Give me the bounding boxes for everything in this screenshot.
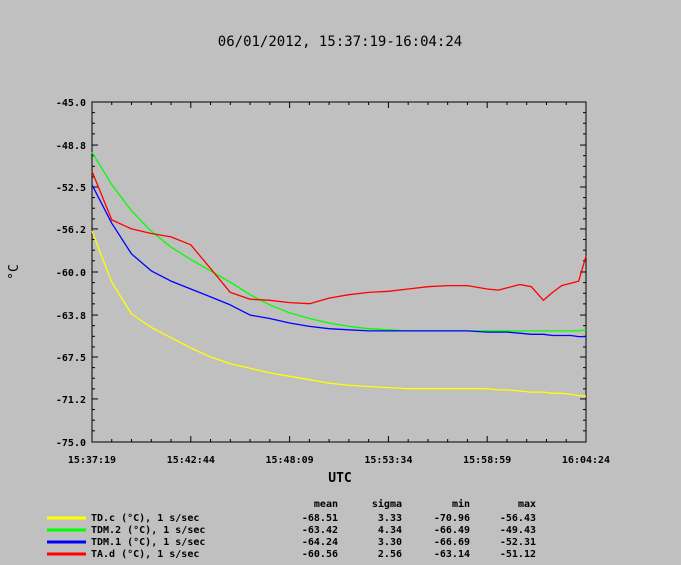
x-tick-label: 16:04:24 — [562, 455, 610, 466]
x-tick-label: 15:53:34 — [364, 455, 412, 466]
legend-max-value: -49.43 — [500, 525, 536, 536]
y-tick-label: -52.5 — [56, 183, 86, 194]
tick-labels-group: -45.0 -48.8 -52.5 -56.2 -60.0 -63.8 -67.5 -71.2… — [56, 98, 610, 466]
legend-sigma-value: 3.33 — [378, 513, 402, 524]
y-tick-label: -56.2 — [56, 225, 86, 236]
legend-max-value: -56.43 — [500, 513, 536, 524]
legend-header-max: max — [518, 499, 536, 510]
legend-min-value: -63.14 — [434, 549, 470, 560]
series-line-1 — [91, 151, 587, 332]
x-tick-label: 15:58:59 — [463, 455, 511, 466]
series-group — [91, 151, 587, 397]
series-line-3 — [91, 171, 587, 305]
y-tick-label: -63.8 — [56, 311, 86, 322]
legend-series-name: TD.c (°C), 1 s/sec — [91, 513, 199, 524]
legend-mean-value: -64.24 — [302, 537, 338, 548]
legend-mean-value: -60.56 — [302, 549, 338, 560]
legend-mean-value: -63.42 — [302, 525, 338, 536]
plot-frame — [91, 101, 587, 443]
y-tick-label: -71.2 — [56, 395, 86, 406]
x-tick-label: 15:42:44 — [167, 455, 215, 466]
series-line-0 — [91, 230, 587, 397]
y-axis-label: °C — [7, 264, 22, 280]
legend-series-name: TDM.2 (°C), 1 s/sec — [91, 525, 205, 536]
legend-header-sigma: sigma — [372, 498, 402, 510]
legend-mean-value: -68.51 — [302, 513, 338, 524]
legend-min-value: -66.49 — [434, 525, 470, 536]
legend-max-value: -51.12 — [500, 549, 536, 560]
y-tick-label: -45.0 — [56, 98, 86, 109]
chart-title: 06/01/2012, 15:37:19-16:04:24 — [218, 34, 462, 50]
series-line-2 — [91, 184, 586, 338]
legend: mean sigma min max TD.c (°C), 1 s/sec -68.51 3… — [47, 498, 536, 560]
legend-sigma-value: 3.30 — [378, 537, 402, 548]
x-tick-label: 15:37:19 — [68, 455, 116, 466]
ticks-group — [91, 101, 587, 443]
legend-sigma-value: 2.56 — [378, 549, 402, 560]
legend-series-name: TDM.1 (°C), 1 s/sec — [91, 537, 205, 548]
legend-min-value: -70.96 — [434, 513, 470, 524]
legend-header-mean: mean — [314, 499, 338, 510]
legend-header-min: min — [452, 498, 470, 510]
legend-sigma-value: 4.34 — [378, 525, 402, 536]
legend-min-value: -66.69 — [434, 537, 470, 548]
legend-max-value: -52.31 — [500, 537, 536, 548]
y-tick-label: -75.0 — [56, 438, 86, 449]
y-tick-label: -48.8 — [56, 141, 86, 152]
y-tick-label: -60.0 — [56, 268, 86, 279]
x-axis-label: UTC — [328, 471, 351, 486]
legend-series-name: TA.d (°C), 1 s/sec — [91, 549, 199, 560]
x-tick-label: 15:48:09 — [266, 455, 314, 466]
y-tick-label: -67.5 — [56, 353, 86, 364]
